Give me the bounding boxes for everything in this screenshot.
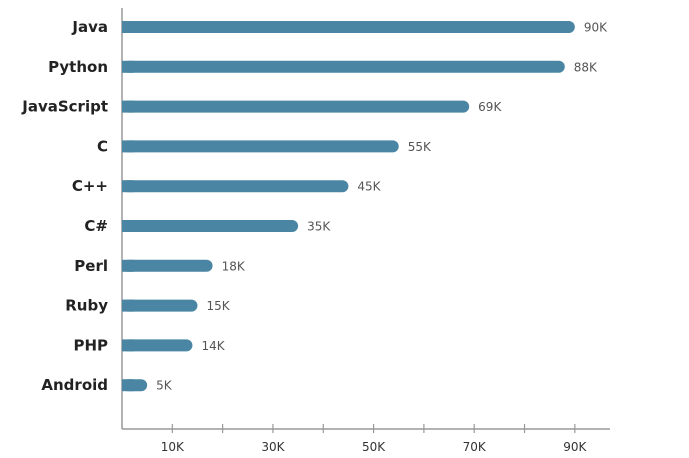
bar-row: JavaScript 69K — [21, 98, 502, 116]
category-label: Java — [71, 18, 108, 36]
x-tick-label: 30K — [261, 440, 285, 454]
x-axis-ticks: 10K 30K 50K 70K 90K — [161, 424, 588, 454]
bar — [122, 180, 349, 193]
data-label: 55K — [408, 140, 432, 154]
bar-base — [122, 259, 134, 272]
bar-row: C++ 45K — [72, 177, 382, 195]
bar-base — [122, 21, 134, 33]
bar — [122, 259, 213, 272]
bar-row: Perl 18K — [74, 257, 246, 275]
bar — [122, 140, 399, 153]
category-label: C# — [84, 217, 108, 235]
category-label: Ruby — [65, 297, 108, 315]
data-label: 45K — [357, 180, 381, 194]
category-label: PHP — [73, 336, 108, 354]
bar-row: C 55K — [97, 137, 432, 155]
data-label: 5K — [156, 379, 173, 393]
bar-row: Ruby 15K — [65, 297, 230, 315]
bar-base — [122, 180, 134, 193]
category-label: Python — [48, 58, 108, 76]
bar-base — [122, 299, 134, 312]
bar — [122, 339, 193, 352]
category-label: C — [97, 137, 108, 155]
data-label: 35K — [307, 220, 331, 234]
bar — [122, 60, 565, 73]
bar-row: Android 5K — [41, 376, 172, 394]
data-label: 14K — [201, 339, 225, 353]
bar-row: Java 90K — [71, 18, 608, 36]
bar — [122, 100, 470, 113]
bar-row: Python 88K — [48, 58, 598, 76]
bar-base — [122, 60, 134, 73]
bar — [122, 299, 198, 312]
bar-base — [122, 100, 134, 113]
bar-row: C# 35K — [84, 217, 331, 235]
data-label: 69K — [478, 100, 502, 114]
bar-base — [122, 220, 134, 232]
data-label: 90K — [584, 21, 608, 35]
bar — [122, 220, 299, 232]
bar-base — [122, 140, 134, 153]
bar-row: PHP 14K — [73, 336, 225, 354]
x-tick-label: 90K — [563, 440, 587, 454]
x-tick-label: 10K — [161, 440, 185, 454]
x-tick-label: 70K — [463, 440, 487, 454]
bar — [122, 21, 575, 33]
x-tick-label: 50K — [362, 440, 386, 454]
bar-base — [122, 379, 134, 392]
category-label: Perl — [74, 257, 108, 275]
data-label: 18K — [222, 259, 246, 273]
data-label: 88K — [574, 60, 598, 74]
bar-base — [122, 339, 134, 352]
category-label: JavaScript — [21, 98, 108, 116]
data-label: 15K — [206, 299, 230, 313]
category-label: Android — [41, 376, 108, 394]
category-label: C++ — [72, 177, 108, 195]
